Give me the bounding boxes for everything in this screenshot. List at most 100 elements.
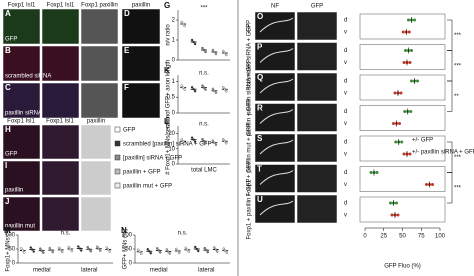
dot [403, 110, 407, 113]
y-tick-label: 0 [172, 162, 176, 168]
dot [409, 110, 413, 113]
row-label: Foxp1 + GFP [247, 161, 253, 197]
y-axis-label: Foxp1+ MNs (%) [6, 226, 12, 271]
panel-label: K [164, 66, 170, 75]
row-label: paxillin siRNA + GFP [247, 59, 253, 115]
legend-label: GFP [123, 128, 135, 134]
axon [259, 17, 294, 33]
y-axis-label: ratio of GFP+ axon length [166, 60, 172, 129]
axon [259, 139, 294, 155]
micrograph [80, 82, 119, 119]
dot [223, 51, 226, 55]
dot [396, 213, 400, 217]
dot [404, 49, 407, 52]
dot [193, 42, 197, 46]
dot [51, 250, 54, 254]
panel-label: F [124, 83, 129, 92]
y-tick-label: 50 [8, 247, 15, 253]
dot [108, 250, 111, 253]
plot-box [359, 135, 446, 162]
panel-label: E [124, 46, 130, 55]
dot [146, 248, 149, 251]
panel-label: N [121, 226, 127, 235]
x-tick-label: 100 [435, 234, 446, 240]
dot [183, 24, 186, 28]
dot [190, 86, 194, 89]
dot [67, 245, 70, 249]
panel-label: T [257, 165, 262, 174]
micrograph [41, 82, 80, 119]
dot [413, 18, 416, 22]
annotation: n.s. [61, 231, 71, 237]
row-tag: v [344, 182, 347, 188]
micrograph [80, 196, 112, 232]
micrograph [2, 8, 41, 45]
dot [202, 86, 206, 89]
dot [48, 246, 51, 250]
dot [192, 40, 195, 44]
dot [211, 87, 215, 90]
dot [389, 201, 392, 205]
dot [167, 250, 170, 253]
row-label: paxillin [5, 188, 23, 194]
x-tick-label: 25 [380, 234, 387, 240]
dot [222, 86, 225, 89]
dot [223, 88, 226, 91]
row-label: paxillin + GFP [247, 99, 253, 137]
row-tag: v [344, 121, 347, 127]
row-label: paxillin mut + GFP [247, 123, 253, 172]
dot [225, 251, 228, 254]
y-axis-label: n/v ratio [166, 24, 172, 46]
dot [395, 201, 398, 205]
dot [398, 122, 401, 125]
legend-swatch [114, 126, 121, 133]
dot [140, 252, 143, 255]
legend-label: [paxillin] siRNA + GFP [123, 156, 182, 162]
dot [39, 247, 42, 250]
dot [180, 84, 183, 87]
dot [204, 88, 207, 91]
micrograph [296, 72, 338, 102]
dot [224, 249, 227, 252]
dot [59, 248, 62, 251]
group-label: lateral [198, 268, 214, 274]
annotation: n.s. [199, 122, 209, 128]
plot-box [359, 166, 446, 192]
x-axis-label: GFP Fluo (%) [384, 264, 421, 270]
axon [259, 78, 294, 94]
dot [204, 50, 207, 54]
dot [168, 252, 171, 255]
panel-label: U [257, 195, 263, 204]
micrograph [296, 164, 338, 193]
dot [80, 249, 83, 252]
significance: *** [454, 33, 462, 39]
micrograph [254, 11, 296, 41]
plot-box [359, 13, 446, 40]
significance: *** [454, 63, 462, 69]
row-tag: v [344, 30, 347, 36]
dot [107, 248, 110, 251]
dot [214, 143, 218, 146]
dot [213, 141, 216, 144]
micrograph [296, 194, 338, 224]
micrograph [2, 124, 41, 160]
legend-text: +/- GFP [412, 138, 433, 144]
axon [259, 170, 294, 185]
dot [225, 90, 228, 93]
dot [32, 250, 35, 253]
row-tag: v [344, 152, 347, 158]
dot [156, 247, 159, 250]
dot [425, 183, 428, 186]
dot [204, 142, 207, 145]
dot [225, 142, 228, 145]
row-tag: d [344, 201, 347, 207]
dot [369, 171, 373, 174]
dot [31, 248, 34, 251]
dot [211, 139, 215, 142]
y-tick-label: 0 [172, 58, 176, 64]
dot [408, 152, 412, 156]
dot [148, 250, 151, 253]
dot [190, 136, 194, 139]
dot [401, 30, 405, 34]
row-label: paxillin mut [5, 224, 35, 230]
